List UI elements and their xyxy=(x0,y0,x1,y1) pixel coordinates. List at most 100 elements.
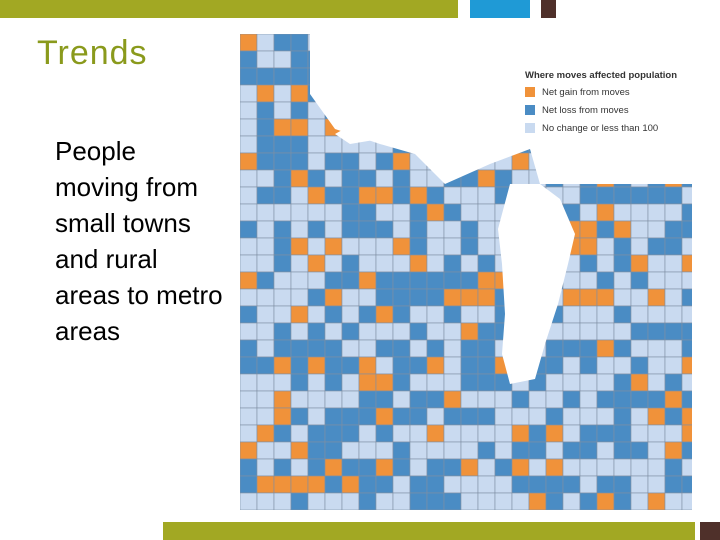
county xyxy=(630,237,649,256)
county xyxy=(664,339,683,358)
county xyxy=(256,34,275,52)
county xyxy=(307,203,326,222)
county xyxy=(562,373,581,392)
county xyxy=(426,254,445,273)
county xyxy=(392,492,411,510)
county xyxy=(392,237,411,256)
county xyxy=(647,186,666,205)
county xyxy=(341,322,360,341)
county xyxy=(409,475,428,494)
county xyxy=(290,458,309,477)
county xyxy=(324,373,343,392)
county xyxy=(596,390,615,409)
county xyxy=(240,135,258,154)
county xyxy=(579,424,598,443)
county xyxy=(596,288,615,307)
county xyxy=(324,458,343,477)
county xyxy=(358,458,377,477)
county xyxy=(630,441,649,460)
county xyxy=(375,390,394,409)
county xyxy=(256,339,275,358)
county xyxy=(307,407,326,426)
county xyxy=(273,203,292,222)
county xyxy=(443,254,462,273)
county xyxy=(256,152,275,171)
county xyxy=(256,424,275,443)
county xyxy=(460,424,479,443)
county xyxy=(613,492,632,510)
county xyxy=(426,458,445,477)
county xyxy=(392,390,411,409)
county xyxy=(273,186,292,205)
county xyxy=(240,220,258,239)
county xyxy=(426,492,445,510)
county xyxy=(341,203,360,222)
county xyxy=(409,305,428,324)
county xyxy=(375,169,394,188)
county xyxy=(273,356,292,375)
county xyxy=(477,305,496,324)
county xyxy=(409,237,428,256)
county xyxy=(630,305,649,324)
county xyxy=(324,356,343,375)
county xyxy=(477,339,496,358)
county xyxy=(256,390,275,409)
county xyxy=(681,254,692,273)
county xyxy=(426,356,445,375)
county xyxy=(443,458,462,477)
county xyxy=(409,322,428,341)
county xyxy=(273,424,292,443)
county xyxy=(477,441,496,460)
county xyxy=(528,407,547,426)
county xyxy=(494,458,513,477)
county xyxy=(630,458,649,477)
county xyxy=(290,288,309,307)
county xyxy=(240,67,258,86)
county xyxy=(358,322,377,341)
county xyxy=(443,203,462,222)
county xyxy=(460,237,479,256)
county xyxy=(443,356,462,375)
county xyxy=(240,322,258,341)
county xyxy=(562,441,581,460)
county xyxy=(630,203,649,222)
county xyxy=(375,475,394,494)
county xyxy=(562,356,581,375)
county xyxy=(375,152,394,171)
county xyxy=(443,322,462,341)
county xyxy=(596,356,615,375)
county xyxy=(494,475,513,494)
county xyxy=(290,203,309,222)
county xyxy=(443,288,462,307)
county xyxy=(477,424,496,443)
county xyxy=(647,458,666,477)
county xyxy=(256,237,275,256)
county xyxy=(562,458,581,477)
county xyxy=(290,390,309,409)
county xyxy=(511,475,530,494)
canada-area xyxy=(310,34,692,184)
county xyxy=(307,254,326,273)
county xyxy=(409,407,428,426)
county xyxy=(613,220,632,239)
lake-michigan xyxy=(498,184,575,384)
county xyxy=(273,220,292,239)
county xyxy=(341,492,360,510)
county xyxy=(256,84,275,103)
county xyxy=(307,305,326,324)
county xyxy=(273,101,292,120)
county xyxy=(240,458,258,477)
county xyxy=(460,492,479,510)
county xyxy=(358,424,377,443)
county xyxy=(290,441,309,460)
legend-swatch xyxy=(525,87,535,97)
county xyxy=(240,186,258,205)
county xyxy=(324,424,343,443)
county xyxy=(273,441,292,460)
county xyxy=(562,271,581,290)
county xyxy=(409,203,428,222)
county xyxy=(630,322,649,341)
county xyxy=(494,407,513,426)
county xyxy=(477,475,496,494)
county xyxy=(562,322,581,341)
